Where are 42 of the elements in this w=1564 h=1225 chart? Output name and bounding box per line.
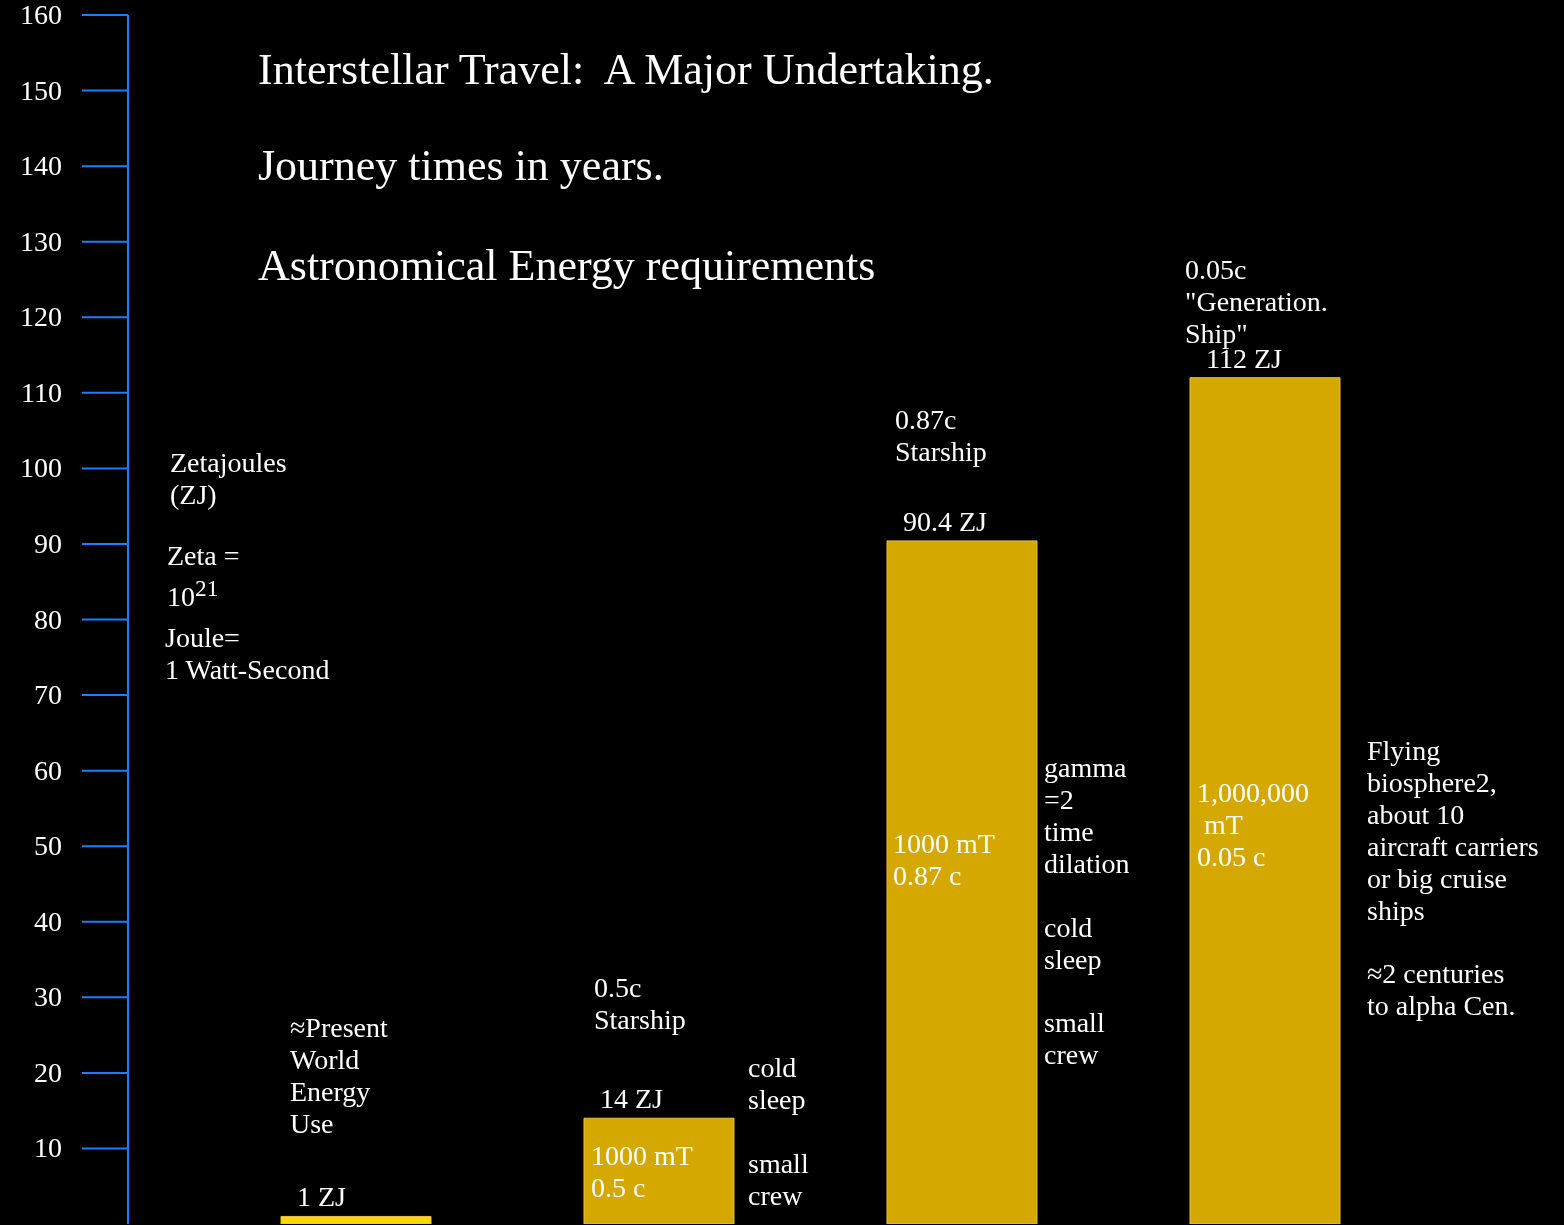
y-tick-label: 90	[34, 527, 62, 559]
bar	[583, 1117, 735, 1224]
annotation: 0.87c Starship	[895, 404, 987, 468]
text: Interstellar Travel: A Major Undertaking.	[258, 44, 994, 96]
annotation: Zeta = 10$^{21}$	[167, 540, 240, 614]
y-tick-label: 160	[20, 0, 62, 30]
y-tick-label: 140	[20, 150, 62, 182]
y-tick-label: 10	[34, 1132, 62, 1164]
annotation: 1,000,000 mT 0.05 c	[1197, 777, 1309, 873]
data-label: 90.4 ZJ	[903, 505, 988, 537]
annotation: ≈2 centuries to alpha Cen.	[1367, 958, 1516, 1022]
y-tick-label: 80	[34, 603, 62, 635]
data-label: 1 ZJ	[297, 1181, 347, 1213]
y-tick-label: 40	[34, 905, 62, 937]
y-tick-label: 150	[20, 74, 62, 106]
bar	[886, 540, 1038, 1224]
y-axis-title: Zetajoules (ZJ)	[170, 447, 287, 511]
annotation: 1000 mT 0.87 c	[893, 828, 995, 892]
y-tick-label: 130	[20, 225, 62, 257]
annotation: 1000 mT 0.5 c	[591, 1140, 693, 1204]
y-tick-label: 50	[34, 830, 62, 862]
bar	[280, 1215, 432, 1224]
y-tick-label: 30	[34, 981, 62, 1013]
annotation: 0.5c Starship	[594, 972, 686, 1036]
annotation: Astronomical Energy requirements	[258, 240, 876, 292]
annotation: gamma =2 time dilation	[1044, 752, 1130, 880]
y-tick-label: 20	[34, 1056, 62, 1088]
bar	[1189, 377, 1341, 1224]
annotation: small crew	[1044, 1007, 1105, 1071]
annotation: cold sleep	[1044, 912, 1102, 976]
annotation: ≈Present World Energy Use	[290, 1012, 388, 1140]
data-label: 14 ZJ	[600, 1083, 664, 1115]
text: Journey times in years.	[258, 140, 664, 192]
y-tick-label: 70	[34, 679, 62, 711]
annotation: small crew	[748, 1148, 809, 1212]
y-tick-label: 110	[21, 376, 62, 408]
y-tick-label: 100	[20, 452, 62, 484]
annotation: Joule= 1 Watt-Second	[165, 622, 330, 686]
y-tick-label: 120	[20, 301, 62, 333]
annotation: Flying biosphere2, about 10 aircraft carriers or big cruise ships	[1367, 735, 1539, 927]
y-tick-label: 60	[34, 754, 62, 786]
annotation: cold sleep	[748, 1052, 806, 1116]
